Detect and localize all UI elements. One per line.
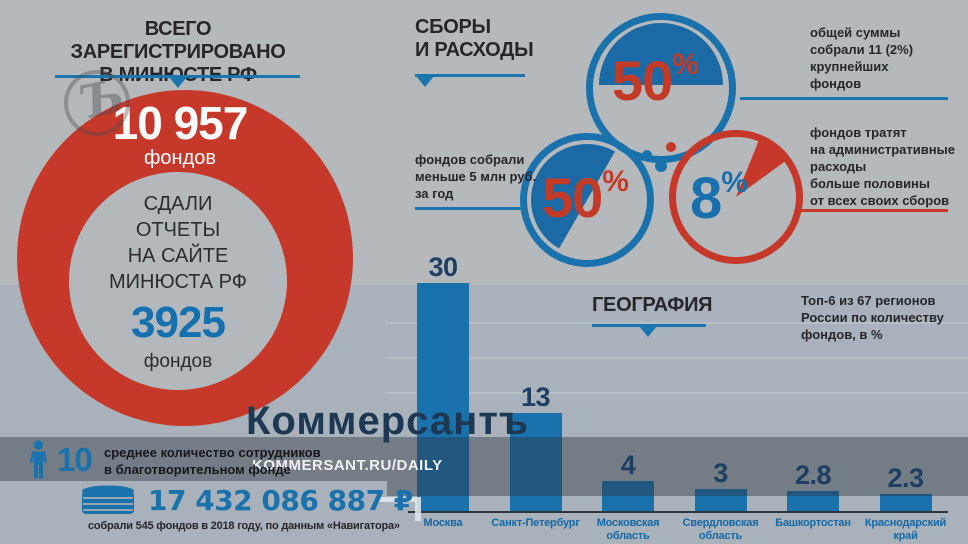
pie-top-note: общей суммы собрали 11 (2%) крупнейших ф… <box>810 25 914 91</box>
bar-value: 3 <box>713 458 728 489</box>
pie-right-note: фондов тратят на административные расход… <box>810 125 955 208</box>
chart-baseline <box>408 511 948 513</box>
total-collected-value: 17 432 086 887 ₽ <box>148 484 413 517</box>
geography-heading-underline <box>592 324 706 327</box>
bar-value: 2.3 <box>887 463 924 494</box>
total-registered-value: 10 957 <box>112 97 249 149</box>
bar-value: 2.8 <box>794 459 832 490</box>
connector-line-left <box>415 207 521 210</box>
fees-heading-underline <box>415 74 525 77</box>
footer-dark-band-chart <box>387 481 968 496</box>
chart-gridline <box>385 392 968 394</box>
percent-sign: % <box>721 166 748 199</box>
pie-top-percent: 50% <box>612 48 699 113</box>
pie-left-percent: 50% <box>542 165 629 230</box>
masthead-logo: Коммерсантъ <box>246 399 530 443</box>
bar-label: Башкортостан <box>775 517 851 529</box>
percent-value: 50 <box>612 49 673 112</box>
bar-label: Краснодарский край <box>864 517 947 542</box>
bar-value: 13 <box>520 381 551 412</box>
bar-moscow <box>417 283 469 512</box>
geography-note: Топ-6 из 67 регионов России по количеств… <box>801 293 944 342</box>
arc-dot-icon <box>642 150 652 160</box>
percent-value: 50 <box>542 166 603 229</box>
collected-note: собрали 545 фондов в 2018 году, по данны… <box>88 520 400 532</box>
reported-title: СДАЛИ ОТЧЕТЫ НА САЙТЕ МИНЮСТА РФ <box>108 193 247 293</box>
bar-bashkortostan <box>787 490 839 512</box>
connector-line-top <box>740 97 948 100</box>
bar-krasnodar <box>879 494 932 512</box>
bar-moscow-region <box>602 481 654 512</box>
registered-heading-underline <box>55 75 300 78</box>
bar-label: Москва <box>423 517 463 529</box>
person-icon <box>28 440 49 480</box>
pie-left-fill <box>531 144 643 256</box>
pie-top-ring <box>586 13 736 163</box>
pointer-triangle-icon <box>169 77 187 88</box>
pie-right-percent: 8% <box>690 165 748 232</box>
chart-gridline <box>385 357 968 359</box>
bar-value: 4 <box>620 450 636 481</box>
footer-dark-band <box>0 437 968 481</box>
percent-value: 8 <box>690 166 722 231</box>
pie-left-note: фондов собрали меньше 5 млн руб. за год <box>415 152 537 201</box>
reported-inner-circle <box>69 172 287 390</box>
employees-note: среднее количество сотрудников в благотв… <box>104 445 321 477</box>
bar-petersburg <box>509 412 562 512</box>
arc-dot-icon <box>655 160 667 172</box>
total-registered-unit: фондов <box>143 147 217 169</box>
kommersant-watermark-icon: Ъ <box>64 68 130 136</box>
pie-left-ring <box>520 133 654 267</box>
connector-line-right <box>801 209 948 212</box>
coins-icon <box>78 484 138 517</box>
percent-sign: % <box>602 165 629 198</box>
bar-label: Свердловская область <box>682 517 759 542</box>
pointer-triangle-icon <box>416 76 434 87</box>
fees-heading: СБОРЫ И РАСХОДЫ <box>415 16 534 61</box>
geography-heading: ГЕОГРАФИЯ <box>592 294 713 316</box>
arc-dot-icon <box>666 142 676 152</box>
chart-gridline <box>385 322 968 324</box>
site-url: KOMMERSANT.RU/DAILY <box>252 457 443 474</box>
bar-value: 30 <box>428 252 458 282</box>
bar-sverdlovsk-region <box>694 489 747 512</box>
reported-value: 3925 <box>131 298 226 347</box>
pie-top-fill <box>599 23 723 147</box>
employees-count: 10 <box>57 441 93 478</box>
pointer-triangle-icon <box>639 326 657 337</box>
reported-unit: фондов <box>143 351 213 372</box>
bar-label: Московская область <box>596 517 660 542</box>
bar-label: Санкт-Петербург <box>491 517 580 529</box>
pie-right-fill <box>672 133 800 261</box>
corner-bracket-icon <box>377 497 421 521</box>
percent-sign: % <box>672 48 699 81</box>
